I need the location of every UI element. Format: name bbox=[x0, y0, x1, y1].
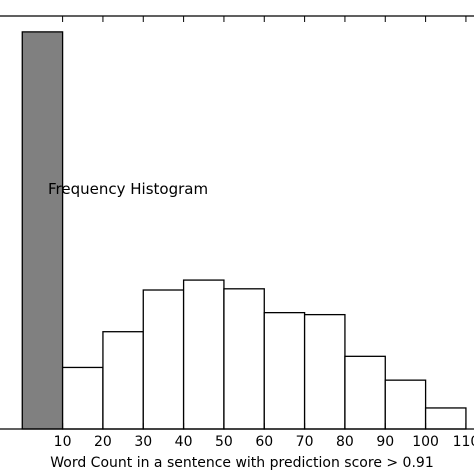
histogram-bar-30-40 bbox=[142, 289, 185, 430]
annotation-label: Frequency Histogram bbox=[48, 180, 208, 198]
x-tick-label-30: 30 bbox=[134, 434, 152, 450]
histogram-bar-80-90 bbox=[344, 355, 386, 430]
x-tick-label-10: 10 bbox=[54, 434, 72, 450]
x-tick-label-110: 110 bbox=[453, 434, 474, 450]
x-tick-label-80: 80 bbox=[336, 434, 354, 450]
x-tick-label-100: 100 bbox=[412, 434, 439, 450]
histogram-bar-0-10 bbox=[21, 31, 64, 430]
histogram-bar-90-100 bbox=[384, 379, 427, 430]
histogram-bar-50-60 bbox=[223, 288, 265, 430]
histogram-bar-60-70 bbox=[263, 311, 306, 430]
x-tick-label-40: 40 bbox=[175, 434, 193, 450]
histogram-bar-70-80 bbox=[303, 313, 346, 430]
histogram-bar-20-30 bbox=[102, 331, 144, 430]
histogram-bar-40-50 bbox=[182, 279, 225, 430]
x-ticks-group: 10 20 30 40 50 60 70 80 90 100 110 bbox=[54, 16, 474, 450]
x-tick-label-20: 20 bbox=[94, 434, 112, 450]
x-axis-label: Word Count in a sentence with prediction… bbox=[50, 455, 433, 471]
x-tick-label-60: 60 bbox=[255, 434, 273, 450]
x-tick-label-50: 50 bbox=[215, 434, 233, 450]
plot-frame bbox=[0, 15, 474, 430]
x-tick-label-70: 70 bbox=[296, 434, 314, 450]
histogram-bar-10-20 bbox=[61, 366, 104, 430]
x-tick-label-90: 90 bbox=[376, 434, 394, 450]
histogram-bar-100-110 bbox=[424, 407, 467, 430]
bars-group bbox=[21, 31, 467, 430]
